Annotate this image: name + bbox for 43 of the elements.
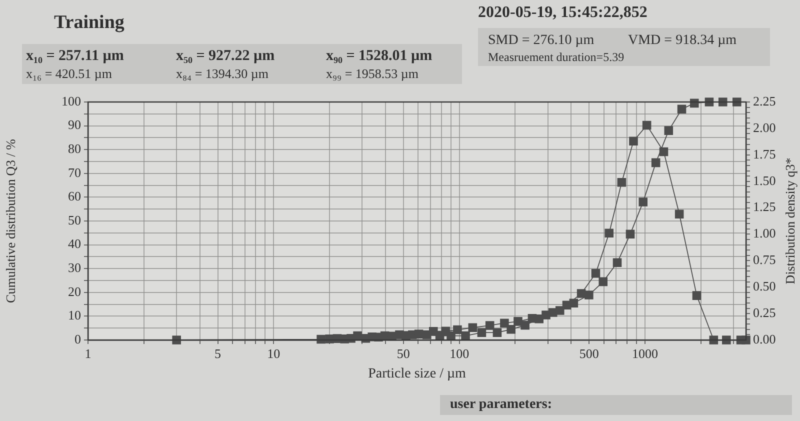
y-tick-label: 50 bbox=[68, 212, 81, 228]
y2-tick-label: 2.25 bbox=[753, 93, 776, 108]
y-tick-label: 10 bbox=[68, 308, 81, 323]
x-tick-label: 10 bbox=[267, 346, 280, 362]
y2-tick-label: 2.00 bbox=[753, 120, 776, 135]
text: x₉₉ = 1958.53 µm bbox=[326, 66, 418, 82]
text: user parameters: bbox=[440, 395, 792, 416]
y-tick-label: 40 bbox=[68, 236, 81, 252]
text: VMD = 918.34 µm bbox=[628, 33, 737, 48]
y2-tick-label: 0.50 bbox=[753, 278, 776, 294]
y-tick-label: 60 bbox=[68, 188, 81, 204]
y-axis-title: Cumulative distribution Q3 / % bbox=[3, 138, 18, 303]
y2-tick-label: 1.75 bbox=[753, 146, 776, 162]
y-tick-label: 90 bbox=[68, 117, 81, 132]
y-tick-label: 100 bbox=[62, 93, 81, 108]
x-tick-label: 50 bbox=[396, 346, 410, 362]
x-tick-label: 5 bbox=[214, 346, 222, 362]
y-tick-label: 30 bbox=[68, 260, 81, 276]
y-tick-label: 20 bbox=[68, 284, 81, 299]
y2-tick-label: 0.25 bbox=[753, 304, 776, 320]
y-tick-label: 0 bbox=[74, 331, 81, 346]
y2-tick-label: 1.00 bbox=[753, 226, 776, 241]
text: Measruement duration=5.39 bbox=[488, 50, 624, 64]
chart-title: Training bbox=[54, 12, 124, 34]
text: 2020-05-19, 15:45:22,852 bbox=[478, 4, 648, 22]
y2-tick-label: 1.50 bbox=[753, 172, 776, 188]
x-tick-label: 500 bbox=[579, 346, 599, 362]
x-tick-label: 100 bbox=[450, 346, 470, 362]
text: x₅₀ = 927.22 µm bbox=[176, 48, 275, 64]
y2-axis-title: Distribution density q3* bbox=[782, 158, 798, 284]
x-tick-label: 1000 bbox=[632, 346, 658, 362]
y-tick-label: 80 bbox=[68, 141, 81, 156]
text: x₁₀ = 257.11 µm bbox=[26, 48, 124, 64]
y2-tick-label: 0.75 bbox=[753, 252, 776, 268]
x-tick-label: 1 bbox=[84, 346, 92, 362]
text: x₉₀ = 1528.01 µm bbox=[326, 48, 432, 64]
text: x₈₄ = 1394.30 µm bbox=[176, 66, 268, 82]
y-tick-label: 70 bbox=[68, 164, 81, 180]
y2-tick-label: 0.00 bbox=[753, 331, 776, 346]
text: SMD = 276.10 µm bbox=[488, 33, 594, 48]
y2-tick-label: 1.25 bbox=[753, 199, 776, 214]
text: x₁₆ = 420.51 µm bbox=[26, 66, 112, 82]
x-axis-title: Particle size / µm bbox=[368, 366, 466, 382]
